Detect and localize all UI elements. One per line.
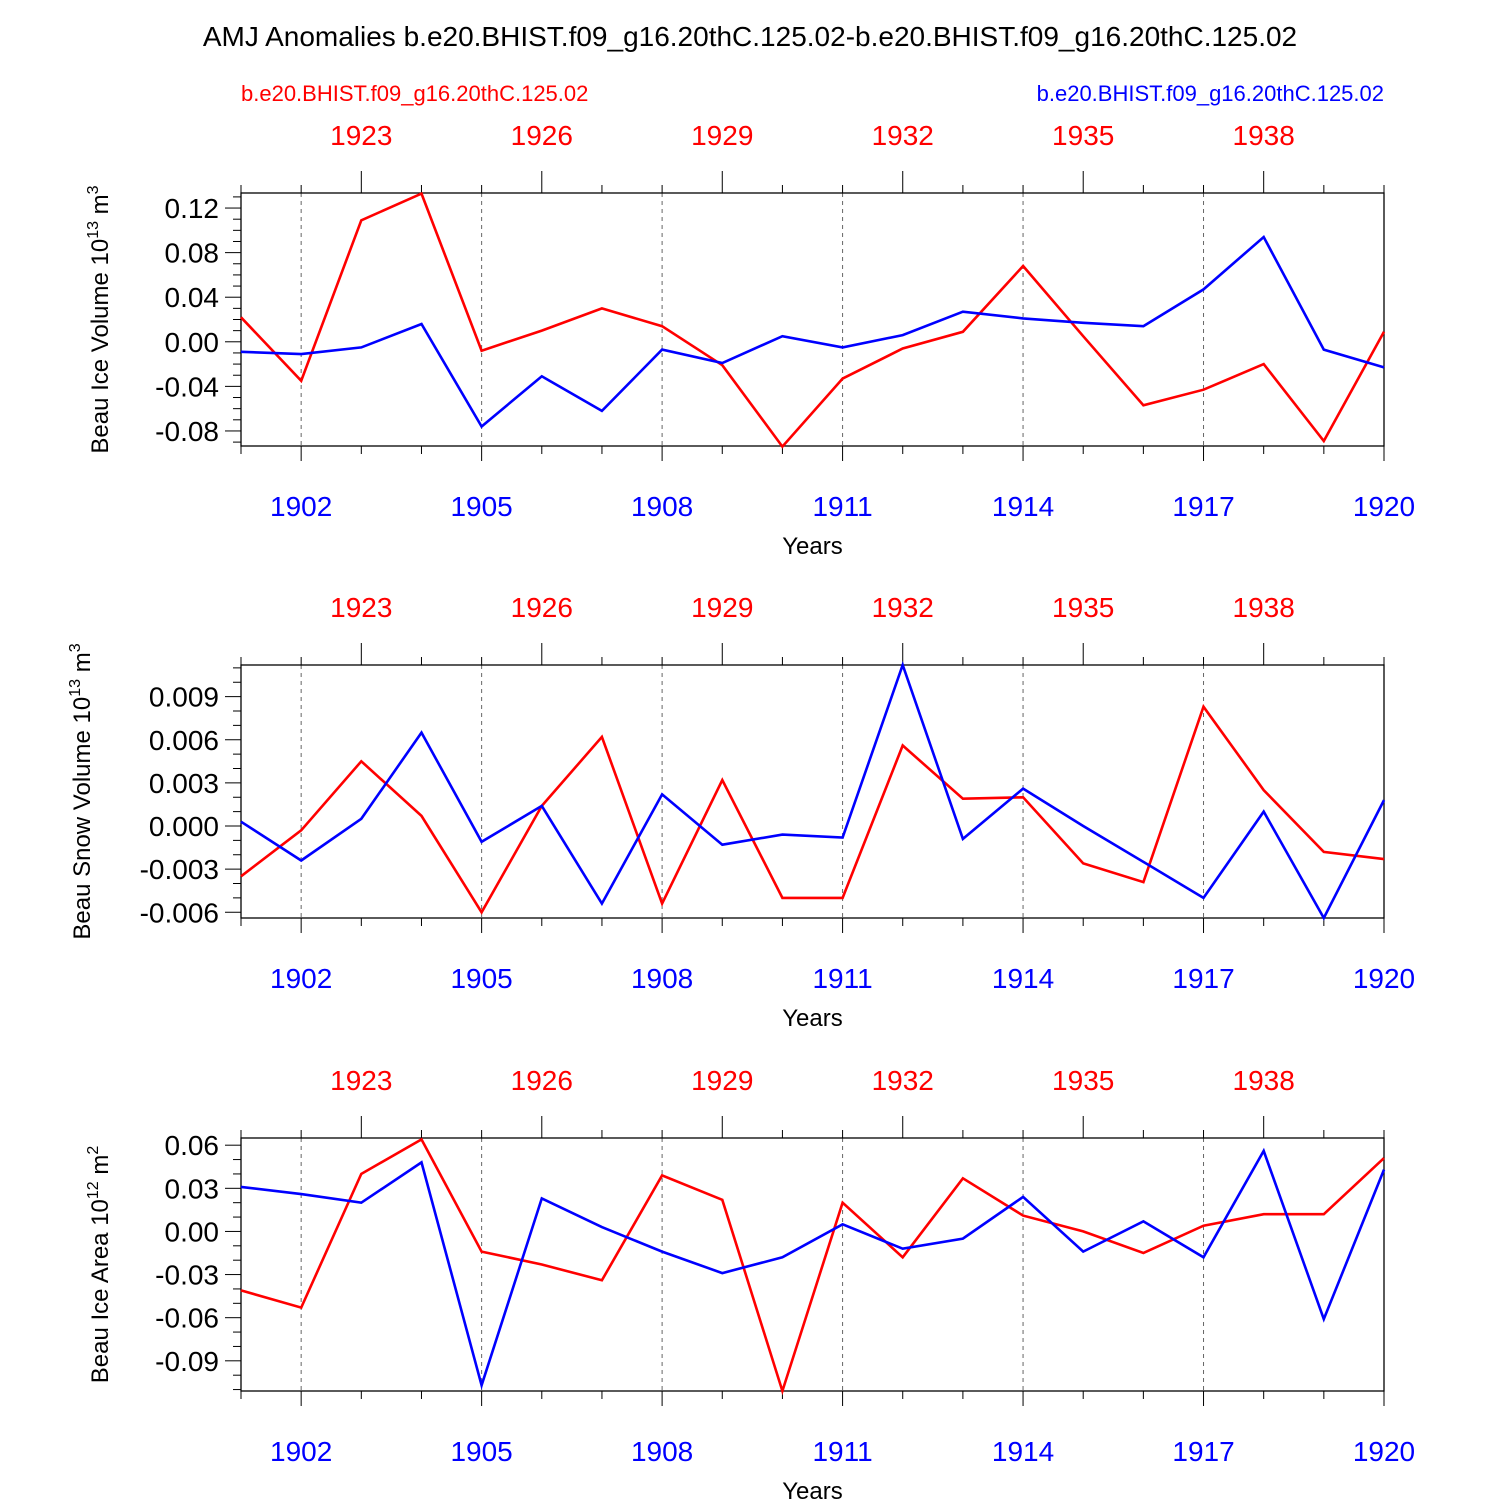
top-x-tick-label: 1923	[330, 592, 392, 623]
x-tick-label: 1905	[450, 1436, 512, 1467]
legend-blue-case: b.e20.BHIST.f09_g16.20thC.125.02	[1037, 81, 1384, 106]
y-tick-label: -0.006	[140, 897, 219, 928]
chart-title: AMJ Anomalies b.e20.BHIST.f09_g16.20thC.…	[203, 21, 1297, 52]
panel-ice-area: -0.09 -0.06 -0.03 0.00 0.03 0.06 1902 1905 1908 1…	[85, 1065, 1415, 1500]
top-x-tick-label: 1938	[1233, 120, 1295, 151]
y-tick-label: 0.009	[149, 682, 219, 713]
y-tick-label: -0.09	[155, 1346, 219, 1377]
top-x-tick-label: 1935	[1052, 592, 1114, 623]
top-x-tick-label: 1926	[511, 592, 573, 623]
y-axis-label: Beau Ice Area 1012 m2	[85, 1146, 114, 1384]
x-tick-label: 1908	[631, 491, 693, 522]
legend-red-case: b.e20.BHIST.f09_g16.20thC.125.02	[241, 81, 588, 106]
top-x-tick-label: 1929	[691, 1065, 753, 1096]
panel-ice-volume: -0.08 -0.04 0.00 0.04 0.08 0.12 1902 1905 1908 19…	[85, 120, 1415, 560]
y-tick-label: 0.08	[165, 238, 220, 269]
x-tick-label: 1914	[992, 963, 1054, 994]
y-tick-label: 0.03	[165, 1173, 220, 1204]
y-tick-label: -0.04	[155, 371, 219, 402]
top-x-tick-label: 1926	[511, 1065, 573, 1096]
x-tick-label: 1908	[631, 1436, 693, 1467]
series-line-blue	[240, 234, 1385, 429]
x-tick-label: 1914	[992, 1436, 1054, 1467]
plot-frame	[240, 1137, 1385, 1392]
x-tick-label: 1911	[812, 963, 872, 994]
x-tick-label: 1905	[450, 963, 512, 994]
top-x-tick-label: 1923	[330, 120, 392, 151]
x-tick-label: 1911	[812, 491, 872, 522]
y-axis-label: Beau Snow Volume 1013 m3	[67, 643, 96, 939]
series-line-red	[240, 191, 1386, 449]
x-axis-label: Years	[782, 533, 843, 560]
y-tick-label: -0.08	[155, 416, 219, 447]
top-x-tick-label: 1923	[330, 1065, 392, 1096]
y-tick-label: -0.03	[155, 1260, 219, 1291]
x-tick-label: 1917	[1172, 963, 1234, 994]
x-axis-label: Years	[782, 1478, 843, 1500]
series-line-red	[240, 703, 1385, 915]
x-tick-label: 1917	[1172, 1436, 1234, 1467]
top-x-tick-label: 1932	[872, 120, 934, 151]
x-tick-label: 1920	[1353, 963, 1415, 994]
top-x-tick-label: 1932	[872, 1065, 934, 1096]
top-x-tick-label: 1929	[691, 120, 753, 151]
x-tick-label: 1920	[1353, 1436, 1415, 1467]
y-tick-label: 0.04	[165, 282, 220, 313]
y-tick-label: 0.12	[165, 193, 220, 224]
plot-frame	[240, 192, 1385, 447]
y-tick-label: 0.06	[165, 1130, 220, 1161]
y-axis-label: Beau Ice Volume 1013 m3	[85, 185, 114, 453]
plot-frame	[240, 664, 1385, 919]
top-x-tick-label: 1932	[872, 592, 934, 623]
y-tick-label: 0.003	[149, 768, 219, 799]
x-tick-label: 1902	[270, 491, 332, 522]
top-x-tick-label: 1929	[691, 592, 753, 623]
x-tick-label: 1902	[270, 963, 332, 994]
top-x-tick-label: 1938	[1233, 1065, 1295, 1096]
x-tick-label: 1920	[1353, 491, 1415, 522]
series-line-blue	[240, 1147, 1386, 1390]
x-tick-label: 1905	[450, 491, 512, 522]
x-tick-label: 1902	[270, 1436, 332, 1467]
top-x-tick-label: 1926	[511, 120, 573, 151]
top-x-tick-label: 1935	[1052, 1065, 1114, 1096]
y-tick-label: -0.06	[155, 1303, 219, 1334]
series-line-blue	[240, 661, 1386, 921]
panel-snow-volume: -0.006 -0.003 0.000 0.003 0.006 0.009 1902 1905…	[67, 592, 1415, 1032]
x-tick-label: 1914	[992, 491, 1054, 522]
y-tick-label: 0.006	[149, 725, 219, 756]
x-tick-label: 1908	[631, 963, 693, 994]
top-x-tick-label: 1938	[1233, 592, 1295, 623]
y-tick-label: -0.003	[140, 854, 219, 885]
y-tick-label: 0.00	[165, 327, 220, 358]
series-line-red	[240, 1137, 1385, 1396]
top-x-tick-label: 1935	[1052, 120, 1114, 151]
y-tick-label: 0.000	[149, 811, 219, 842]
x-tick-label: 1911	[812, 1436, 872, 1467]
x-tick-label: 1917	[1172, 491, 1234, 522]
x-axis-label: Years	[782, 1005, 843, 1032]
y-tick-label: 0.00	[165, 1216, 220, 1247]
